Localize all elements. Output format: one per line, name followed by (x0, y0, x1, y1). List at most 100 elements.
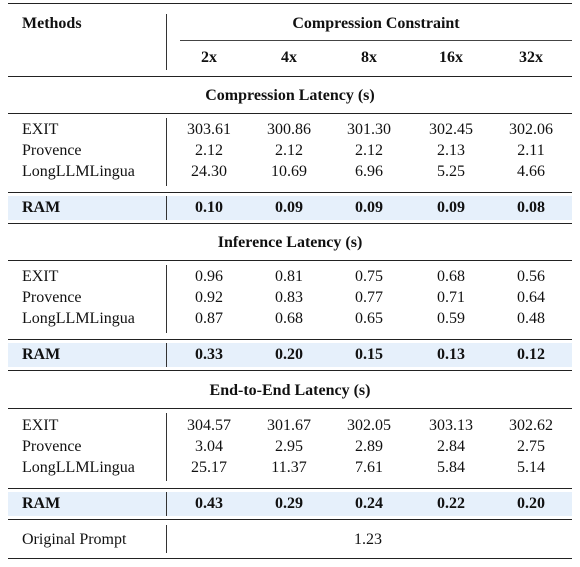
table-cell: 0.59 (437, 310, 465, 327)
row-method: EXIT (22, 268, 59, 285)
header-vertical-rule (166, 14, 167, 70)
ram-highlight-band (8, 492, 572, 516)
ram-method: RAM (22, 346, 61, 363)
section-title-inference: Inference Latency (s) (217, 234, 363, 251)
ram-highlight-band (8, 196, 572, 220)
ram-vertical-rule (166, 196, 167, 220)
table-cell: 0.68 (437, 268, 465, 285)
table-cell: 11.37 (271, 459, 307, 476)
original-prompt-value: 1.23 (354, 531, 382, 548)
table-cell: 0.75 (355, 268, 383, 285)
table-cell: 7.61 (355, 459, 383, 476)
table-cell: 2.13 (437, 142, 465, 159)
ram-cell: 0.08 (517, 199, 545, 216)
col-header-8x: 8x (361, 49, 377, 66)
row-method: LongLLMLingua (22, 459, 135, 476)
ram-cell: 0.12 (517, 346, 545, 363)
ram-vertical-rule (166, 492, 167, 516)
ram-cell: 0.10 (195, 199, 223, 216)
ram-vertical-rule (166, 343, 167, 367)
table-cell: 2.12 (275, 142, 303, 159)
ram-cell: 0.09 (275, 199, 303, 216)
section-rule (8, 370, 572, 371)
table-cell: 10.69 (271, 163, 307, 180)
table-cell: 301.30 (347, 121, 391, 138)
ram-cell: 0.29 (275, 495, 303, 512)
section-rule (8, 339, 572, 340)
ram-method: RAM (22, 199, 61, 216)
table-cell: 6.96 (355, 163, 383, 180)
header-bottom-rule (8, 76, 572, 77)
ram-cell: 0.20 (275, 346, 303, 363)
table-cell: 25.17 (191, 459, 227, 476)
row-method: EXIT (22, 121, 59, 138)
section-title-compression: Compression Latency (s) (205, 87, 375, 104)
original-prompt-label: Original Prompt (22, 531, 127, 548)
table-cell: 0.77 (355, 289, 383, 306)
table-cell: 2.12 (195, 142, 223, 159)
section-rule (8, 192, 572, 193)
section-rule (8, 488, 572, 489)
table-cell: 2.11 (517, 142, 545, 159)
table-cell: 2.12 (355, 142, 383, 159)
table-cell: 2.75 (517, 438, 545, 455)
ram-cell: 0.09 (355, 199, 383, 216)
ram-cell: 0.43 (195, 495, 223, 512)
table-cell: 5.25 (437, 163, 465, 180)
table-cell: 2.95 (275, 438, 303, 455)
table-cell: 0.96 (195, 268, 223, 285)
original-vertical-rule (166, 525, 167, 553)
row-method: LongLLMLingua (22, 163, 135, 180)
ram-cell: 0.33 (195, 346, 223, 363)
table-cell: 302.45 (429, 121, 473, 138)
table-cell: 302.06 (509, 121, 553, 138)
section-rule (8, 113, 572, 114)
section-vertical-rule (166, 413, 167, 481)
ram-cell: 0.13 (437, 346, 465, 363)
compression-constraint-header: Compression Constraint (292, 15, 460, 32)
section-vertical-rule (166, 118, 167, 186)
table-cell: 300.86 (267, 121, 311, 138)
row-method: Provence (22, 438, 82, 455)
section-rule (8, 260, 572, 261)
bottom-rule (8, 558, 572, 559)
table-cell: 4.66 (517, 163, 545, 180)
table-cell: 0.48 (517, 310, 545, 327)
section-rule (8, 223, 572, 224)
table-cell: 2.84 (437, 438, 465, 455)
table-cell: 3.04 (195, 438, 223, 455)
ram-cell: 0.09 (437, 199, 465, 216)
table-cell: 0.71 (437, 289, 465, 306)
table-cell: 302.05 (347, 417, 391, 434)
row-method: EXIT (22, 417, 59, 434)
col-header-4x: 4x (281, 49, 297, 66)
section-title-end-to-end: End-to-End Latency (s) (209, 382, 371, 399)
row-method: Provence (22, 142, 82, 159)
table-cell: 303.61 (187, 121, 231, 138)
table-cell: 0.87 (195, 310, 223, 327)
ram-method: RAM (22, 495, 61, 512)
ram-cell: 0.24 (355, 495, 383, 512)
table-cell: 5.84 (437, 459, 465, 476)
table-cell: 303.13 (429, 417, 473, 434)
row-method: LongLLMLingua (22, 310, 135, 327)
methods-header: Methods (22, 15, 82, 32)
table-cell: 0.56 (517, 268, 545, 285)
top-rule (8, 3, 572, 4)
table-cell: 0.92 (195, 289, 223, 306)
table-cell: 0.83 (275, 289, 303, 306)
col-header-16x: 16x (439, 49, 463, 66)
table-cell: 2.89 (355, 438, 383, 455)
latency-table: Methods Compression Constraint 2x 4x 8x … (8, 0, 572, 567)
ram-cell: 0.20 (517, 495, 545, 512)
table-cell: 301.67 (267, 417, 311, 434)
table-cell: 5.14 (517, 459, 545, 476)
table-cell: 24.30 (191, 163, 227, 180)
table-cell: 0.68 (275, 310, 303, 327)
ram-cell: 0.22 (437, 495, 465, 512)
col-header-2x: 2x (201, 49, 217, 66)
section-vertical-rule (166, 265, 167, 333)
table-cell: 302.62 (509, 417, 553, 434)
row-method: Provence (22, 289, 82, 306)
header-partial-rule (180, 40, 572, 41)
